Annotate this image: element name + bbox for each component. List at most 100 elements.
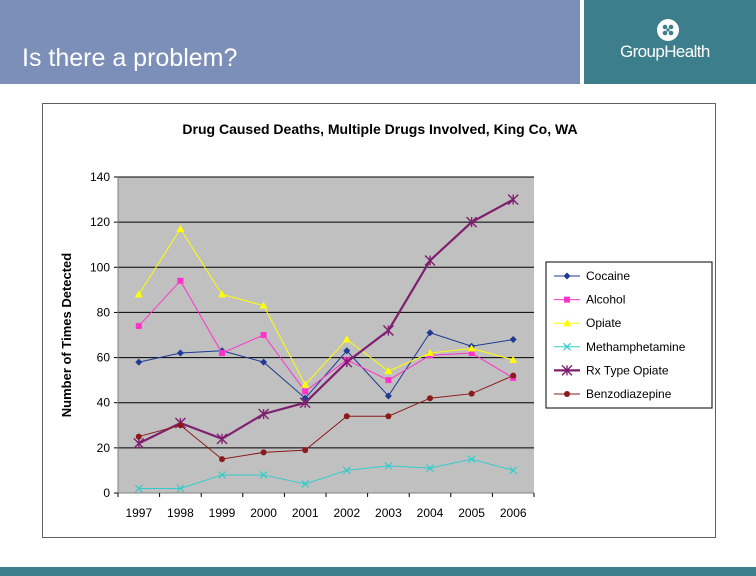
data-point-benzodiazepine [135, 433, 142, 440]
series-line-methamphetamine [138, 458, 514, 489]
y-tick-label: 120 [90, 215, 110, 229]
data-point-opiate [509, 355, 518, 363]
data-point-cocaine [176, 349, 184, 357]
y-axis-label: Number of Times Detected [59, 253, 74, 418]
y-tick-label: 100 [90, 260, 110, 274]
data-point-cocaine [343, 347, 351, 355]
x-tick-label: 2006 [500, 506, 527, 520]
y-tick-label: 20 [97, 441, 111, 455]
data-point-benzodiazepine [343, 413, 350, 420]
data-point-alcohol [219, 350, 225, 357]
data-point-methamphetamine [218, 471, 226, 479]
chart-frame: Drug Caused Deaths, Multiple Drugs Invol… [42, 103, 716, 538]
data-point-methamphetamine [301, 480, 310, 488]
x-tick-label: 2004 [417, 506, 444, 520]
legend-marker-methamphetamine [563, 342, 571, 351]
data-point-opiate [176, 224, 185, 232]
x-tick-label: 2002 [333, 506, 360, 520]
y-tick-label: 140 [90, 170, 110, 184]
legend-marker-opiate [563, 319, 571, 327]
legend-label-alcohol: Alcohol [586, 293, 625, 307]
series-line-alcohol [138, 279, 514, 393]
slide-title: Is there a problem? [22, 44, 238, 72]
y-tick-label: 60 [97, 351, 111, 365]
data-point-benzodiazepine [219, 456, 225, 463]
data-point-methamphetamine [259, 471, 268, 479]
legend-label-opiate: Opiate [586, 316, 622, 330]
data-point-opiate [218, 290, 226, 298]
data-point-cocaine [135, 358, 143, 366]
data-point-methamphetamine [467, 455, 476, 464]
data-point-opiate [467, 344, 476, 352]
data-point-opiate [259, 301, 268, 309]
data-point-benzodiazepine [177, 422, 184, 429]
y-tick-label: 40 [97, 396, 111, 410]
data-point-benzodiazepine [385, 413, 392, 420]
series-line-rx-type-opiate [138, 198, 514, 445]
data-point-rx-type-opiate [258, 408, 270, 420]
data-point-opiate [301, 380, 310, 388]
data-point-opiate [426, 349, 434, 357]
data-point-benzodiazepine [510, 372, 517, 379]
data-point-methamphetamine [426, 464, 434, 473]
data-point-methamphetamine [509, 466, 518, 475]
plot-area: 0 20 40 60 80 100 120 140 1997 1998 1999 2000 2001 20… [90, 170, 535, 520]
legend-marker-benzodiazepine [564, 391, 570, 397]
legend-box [545, 261, 713, 409]
chart-title: Drug Caused Deaths, Multiple Drugs Invol… [182, 121, 577, 137]
data-point-rx-type-opiate [133, 437, 145, 449]
chart-svg: Drug Caused Deaths, Multiple Drugs Invol… [59, 121, 713, 520]
x-tick-label: 1997 [125, 506, 152, 520]
series-line-cocaine [138, 332, 514, 399]
x-tick-label: 2001 [292, 506, 319, 520]
x-tick-label: 1998 [167, 506, 194, 520]
data-point-cocaine [260, 358, 268, 366]
data-point-rx-type-opiate [216, 433, 228, 445]
footer-bar [0, 567, 756, 576]
x-tick-label: 1999 [209, 506, 236, 520]
data-point-cocaine [384, 392, 392, 400]
data-point-cocaine [426, 329, 434, 337]
slide-header: Is there a problem? [0, 0, 580, 84]
series-line-opiate [138, 227, 514, 386]
x-tick-label: 2005 [458, 506, 485, 520]
data-point-alcohol [302, 388, 309, 395]
data-point-benzodiazepine [427, 395, 433, 402]
y-tick-label: 0 [103, 486, 110, 500]
legend-marker-rx-type-opiate [561, 364, 573, 376]
data-point-rx-type-opiate [299, 397, 311, 409]
legend: Cocaine Alcohol Opiate Methamphetamine Rx Ty… [545, 261, 713, 409]
data-point-rx-type-opiate [424, 255, 436, 267]
data-point-alcohol [177, 277, 184, 284]
data-point-alcohol [385, 377, 392, 384]
data-point-benzodiazepine [302, 447, 309, 454]
x-tick-label: 2000 [250, 506, 277, 520]
group-health-logo-icon [657, 19, 679, 41]
data-point-methamphetamine [342, 466, 351, 475]
data-point-methamphetamine [176, 484, 185, 493]
series-line-benzodiazepine [138, 375, 514, 460]
data-point-cocaine [509, 336, 517, 344]
logo-text: GroupHealth [620, 42, 710, 61]
data-point-alcohol [260, 332, 267, 338]
data-point-rx-type-opiate [382, 324, 394, 336]
data-point-rx-type-opiate [341, 356, 353, 368]
data-point-benzodiazepine [468, 390, 475, 397]
data-point-benzodiazepine [260, 449, 267, 456]
data-point-opiate [384, 367, 393, 375]
logo-area [584, 0, 756, 84]
header-divider [580, 0, 584, 84]
data-point-alcohol [468, 350, 475, 357]
legend-label-rx-type-opiate: Rx Type Opiate [586, 363, 669, 377]
data-point-opiate [342, 335, 351, 343]
legend-marker-alcohol [564, 296, 570, 303]
x-tick-label: 2003 [375, 506, 402, 520]
data-point-methamphetamine [384, 461, 393, 470]
data-point-rx-type-opiate [466, 216, 478, 228]
legend-label-methamphetamine: Methamphetamine [586, 340, 686, 354]
data-point-methamphetamine [134, 484, 143, 493]
data-point-opiate [134, 290, 143, 298]
y-tick-label: 80 [97, 305, 111, 319]
data-point-alcohol [135, 322, 142, 329]
legend-label-benzodiazepine: Benzodiazepine [586, 387, 672, 401]
